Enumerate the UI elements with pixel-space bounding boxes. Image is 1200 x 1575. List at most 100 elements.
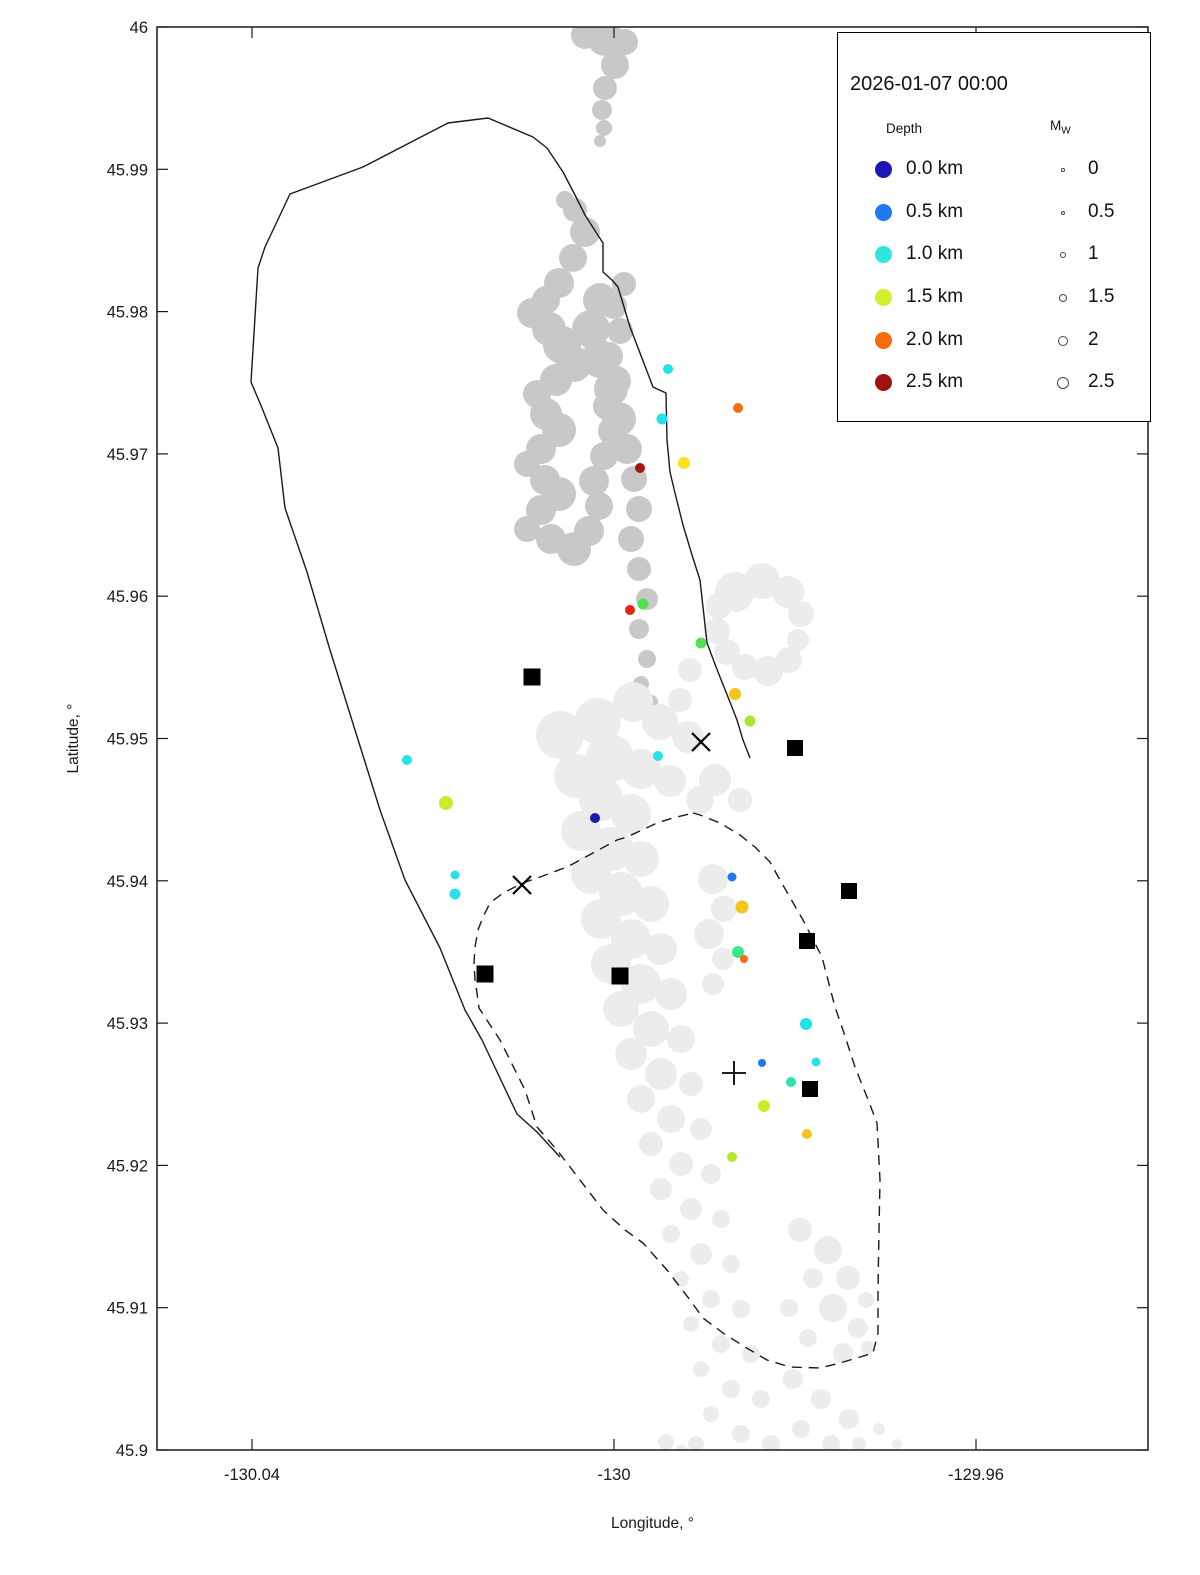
earthquake-dot (590, 813, 600, 823)
plot-border (156, 26, 1149, 1451)
lava-flow-patch-light (633, 1011, 669, 1047)
lava-flow-patch-dark (612, 29, 638, 55)
station-square-marker (802, 1081, 818, 1097)
earthquake-dot (656, 413, 668, 425)
lava-flow-patch-light (678, 658, 702, 682)
earthquake-dot (653, 751, 663, 761)
legend-depth-swatch (875, 204, 892, 221)
lava-flow-patch-light (673, 1271, 689, 1287)
y-tick-label: 45.91 (107, 1300, 148, 1318)
lava-flow-patch-light (655, 978, 687, 1010)
lava-flow-patch-light (788, 601, 814, 627)
y-axis-title: Latitude, ° (65, 704, 82, 774)
lava-flow-patch-light (667, 1025, 695, 1053)
lava-flow-patch-light (706, 593, 732, 619)
legend-mw-circle (1059, 251, 1067, 259)
legend-mw-circle (1057, 335, 1069, 347)
lava-flow-patch-dark (581, 340, 619, 378)
lava-flow-patch-light (752, 1390, 770, 1408)
lava-flow-patch-dark (629, 619, 649, 639)
caldera-outline (250, 117, 751, 1158)
lava-flow-patch-light (848, 1318, 868, 1338)
lava-flow-patch-light (732, 654, 758, 680)
lava-flow-patch-dark (607, 318, 633, 344)
axis-ticks: 46 45.99 45.98 45.97 45.96 45.95 45.94 45.93 45.… (107, 19, 1148, 1484)
lava-flow-patch-light (668, 688, 692, 712)
lava-flow-patch-dark (574, 516, 604, 546)
lava-flow-patch-light (702, 1290, 720, 1308)
y-tick-label: 45.95 (107, 731, 148, 749)
earthquake-dot (439, 796, 453, 810)
lava-flow-patch-light (852, 1437, 866, 1450)
y-tick-label: 45.98 (107, 304, 148, 322)
legend-depth-swatch (875, 374, 892, 391)
lava-flow-patch-light (615, 1038, 647, 1070)
y-tick-label: 45.92 (107, 1157, 148, 1175)
station-square-marker (523, 668, 541, 686)
x-tick-label: -130 (597, 1466, 630, 1484)
lava-flow-patch-light (623, 841, 659, 877)
lava-flow-patch-light (645, 933, 677, 965)
lava-flow-patch-light (621, 749, 661, 789)
lava-flow-patch-light (703, 1406, 719, 1422)
lava-flow-patch-light (814, 1236, 842, 1264)
lava-flow-patch-light (690, 1118, 712, 1140)
lava-flow-patch-dark (559, 244, 587, 272)
y-tick-label: 45.9 (116, 1442, 148, 1460)
lava-flow-patch-light (679, 1072, 703, 1096)
lava-flow-patch-light (654, 765, 686, 797)
legend-mw-label: 0 (1088, 158, 1099, 179)
earthquake-dot (402, 755, 412, 765)
lava-flow-patch-light (571, 854, 611, 894)
legend: 2026-01-07 00:00 Depth MW 0.0 km 0 0.5 km 0… (837, 32, 1151, 422)
markers (402, 364, 857, 1162)
lava-flow-patch-light (772, 576, 804, 608)
lava-flow-patch-light (753, 656, 783, 686)
lava-flow-patch-light (690, 1243, 712, 1265)
earthquake-dot (678, 457, 690, 469)
lava-flow-patch-light (780, 1299, 798, 1317)
y-tick-label: 46 (130, 19, 148, 37)
legend-mw-label: 1 (1088, 243, 1099, 264)
lava-flow-patch-light (732, 1425, 750, 1443)
lava-flow-patch-light (722, 1380, 740, 1398)
lava-flow-patch-dark (612, 272, 636, 296)
lava-flow-patch-dark (612, 434, 642, 464)
lava-flow-patch-dark (638, 650, 656, 668)
lava-flow-patch-light (603, 991, 639, 1027)
lava-flow-patch-light (712, 1210, 730, 1228)
legend-depth-swatch (875, 332, 892, 349)
lava-flow-patch-light (688, 1436, 704, 1450)
bathymetry-patches (514, 27, 902, 1450)
legend-depth-label: 2.0 km (906, 329, 964, 350)
lava-flow-patch-dark (583, 283, 617, 317)
lava-flow-patch-light (811, 1389, 831, 1409)
lava-flow-patch-dark (590, 442, 618, 470)
lava-flow-patch-dark (594, 372, 628, 406)
y-tick-label: 45.97 (107, 446, 148, 464)
legend-depth-label: 0.0 km (906, 158, 964, 179)
lava-flow-patch-light (722, 1255, 740, 1273)
station-square-marker (799, 933, 815, 949)
patch-hole (743, 607, 783, 647)
x-tick-label: -129.96 (948, 1466, 1004, 1484)
lava-flow-patch-light (669, 1152, 693, 1176)
lava-flow-patch-dark (514, 516, 540, 542)
x-tick-label: -130.04 (224, 1466, 280, 1484)
legend-depth-label: 1.0 km (906, 243, 964, 264)
earthquake-dot (758, 1059, 766, 1067)
lava-flow-patch-dark (570, 217, 600, 247)
lava-flow-patch-light (822, 1435, 840, 1450)
lava-flow-patch-light (536, 711, 584, 759)
lava-flow-patch-light (892, 1439, 902, 1449)
legend-depth-header: Depth (886, 121, 923, 136)
lava-flow-patch-light (714, 639, 740, 665)
lava-flow-patch-light (693, 1361, 709, 1377)
lava-flow-patch-light (613, 682, 653, 722)
lava-flow-patch-dark (627, 557, 651, 581)
legend-mw-circle (1060, 210, 1066, 216)
earthquake-dot (733, 403, 743, 413)
lava-flow-patch-light (657, 1105, 685, 1133)
